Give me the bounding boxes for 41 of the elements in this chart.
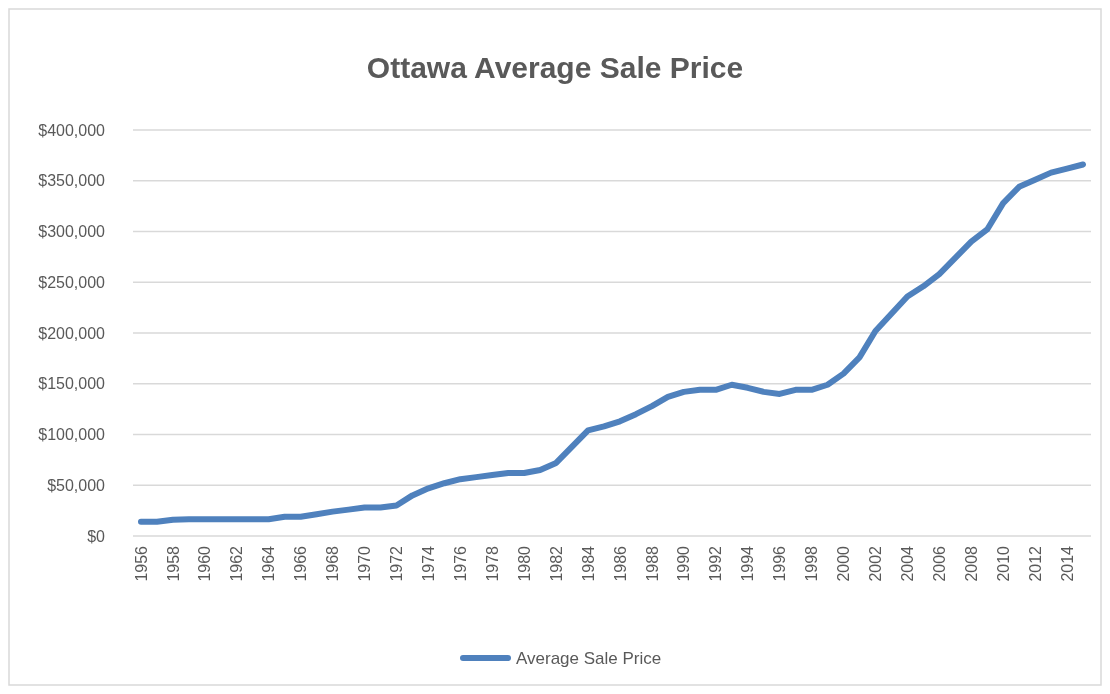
y-tick-label: $0 bbox=[87, 527, 106, 545]
x-tick-label: 1972 bbox=[388, 545, 406, 582]
y-tick-label: $50,000 bbox=[47, 476, 106, 494]
y-tick-label: $200,000 bbox=[38, 324, 106, 342]
x-tick-label: 1992 bbox=[707, 545, 725, 582]
x-tick-label: 2014 bbox=[1058, 545, 1076, 582]
y-tick-label: $250,000 bbox=[38, 273, 106, 291]
x-tick-label: 1976 bbox=[451, 545, 469, 582]
x-tick-label: 1980 bbox=[515, 545, 533, 582]
x-tick-label: 2012 bbox=[1026, 545, 1044, 582]
x-tick-label: 1978 bbox=[483, 545, 501, 582]
y-tick-label: $350,000 bbox=[38, 172, 106, 190]
x-tick-label: 1968 bbox=[324, 545, 342, 582]
y-tick-label: $300,000 bbox=[38, 223, 106, 241]
x-tick-label: 1986 bbox=[611, 545, 629, 582]
x-tick-label: 1988 bbox=[643, 545, 661, 582]
x-tick-label: 1958 bbox=[164, 545, 182, 582]
y-tick-label: $400,000 bbox=[38, 121, 106, 139]
x-tick-label: 1966 bbox=[292, 545, 310, 582]
x-tick-label: 1990 bbox=[675, 545, 693, 582]
chart-title: Ottawa Average Sale Price bbox=[366, 51, 744, 84]
x-tick-label: 1964 bbox=[260, 545, 278, 582]
x-tick-label: 1962 bbox=[228, 545, 246, 582]
x-tick-label: 1998 bbox=[803, 545, 821, 582]
x-tick-label: 1994 bbox=[739, 545, 757, 582]
legend-label: Average Sale Price bbox=[516, 648, 662, 668]
x-tick-label: 1982 bbox=[547, 545, 565, 582]
x-tick-label: 2006 bbox=[930, 545, 948, 582]
x-tick-label: 2000 bbox=[835, 545, 853, 582]
x-tick-label: 1960 bbox=[196, 545, 214, 582]
x-tick-label: 1956 bbox=[132, 545, 150, 582]
x-tick-label: 2002 bbox=[867, 545, 885, 582]
x-tick-label: 2008 bbox=[962, 545, 980, 582]
x-tick-label: 1996 bbox=[771, 545, 789, 582]
x-tick-label: 1974 bbox=[419, 545, 437, 582]
y-tick-label: $150,000 bbox=[38, 375, 106, 393]
x-tick-label: 2010 bbox=[994, 545, 1012, 582]
y-tick-label: $100,000 bbox=[38, 426, 106, 444]
x-tick-label: 2004 bbox=[898, 545, 916, 582]
x-tick-label: 1970 bbox=[356, 545, 374, 582]
x-tick-label: 1984 bbox=[579, 545, 597, 582]
